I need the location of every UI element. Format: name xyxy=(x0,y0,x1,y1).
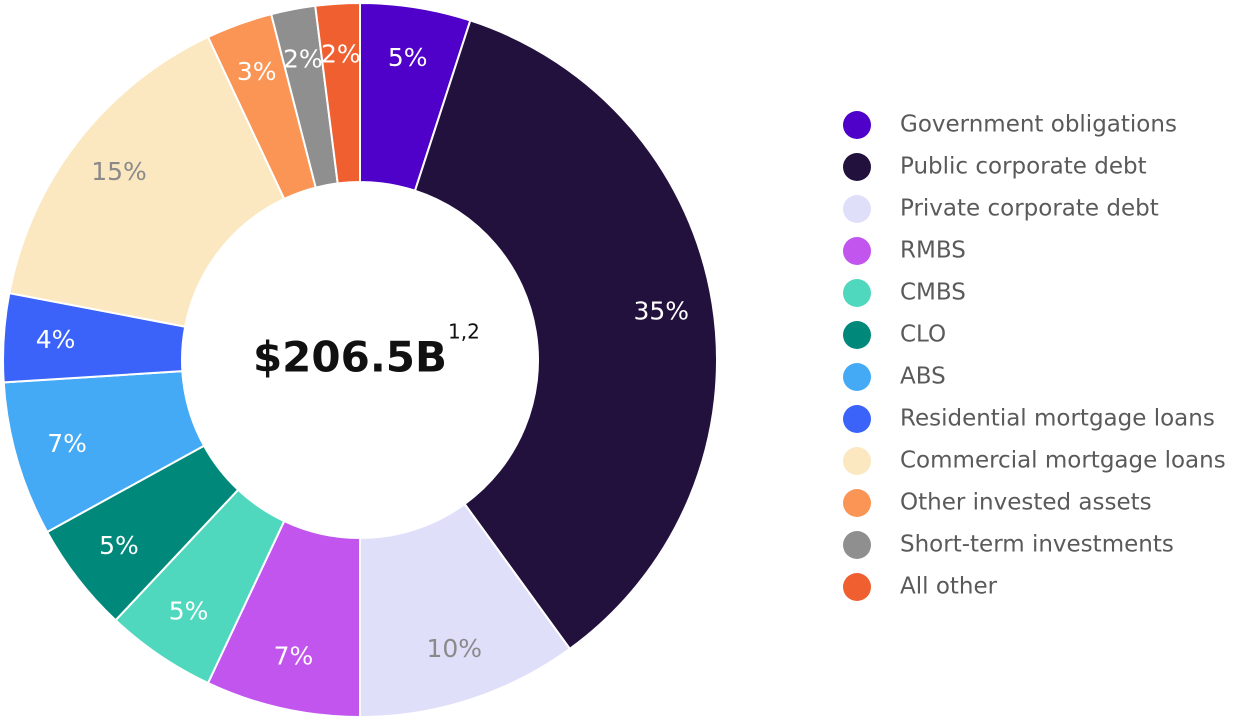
legend-label: Commercial mortgage loans xyxy=(900,448,1226,474)
legend-label: ABS xyxy=(900,364,946,390)
slice-label: 2% xyxy=(283,44,323,73)
slice-label: 35% xyxy=(633,296,689,325)
slice-label: 3% xyxy=(237,57,277,86)
legend-swatch xyxy=(843,363,871,391)
legend-label: Other invested assets xyxy=(900,490,1152,516)
center-label: $206.5B xyxy=(253,333,447,382)
legend-label: CLO xyxy=(900,322,946,348)
legend-swatch xyxy=(843,447,871,475)
legend-swatch xyxy=(843,573,871,601)
legend-swatch xyxy=(843,321,871,349)
legend-label: Short-term investments xyxy=(900,532,1174,558)
center-note: 1,2 xyxy=(448,320,480,344)
legend-swatch xyxy=(843,195,871,223)
legend-swatch xyxy=(843,279,871,307)
legend-swatch xyxy=(843,489,871,517)
legend-label: Public corporate debt xyxy=(900,154,1147,180)
legend-swatch xyxy=(843,111,871,139)
legend-label: All other xyxy=(900,574,998,600)
legend-swatch xyxy=(843,237,871,265)
slice xyxy=(314,1,361,185)
legend-swatch xyxy=(843,153,871,181)
legend-swatch xyxy=(843,531,871,559)
legend-label: Residential mortgage loans xyxy=(900,406,1215,432)
legend-label: CMBS xyxy=(900,280,966,306)
slice-label: 7% xyxy=(47,429,87,458)
slice-label: 5% xyxy=(388,43,428,72)
slice-label: 10% xyxy=(426,634,482,663)
legend-label: Private corporate debt xyxy=(900,196,1159,222)
slice-label: 5% xyxy=(169,596,209,625)
slice-label: 7% xyxy=(274,642,314,671)
slice-label: 15% xyxy=(91,157,147,186)
legend-swatch xyxy=(843,405,871,433)
slice-label: 2% xyxy=(321,40,361,69)
slice xyxy=(8,35,286,328)
slice-label: 4% xyxy=(36,325,76,354)
slice-label: 5% xyxy=(99,531,139,560)
legend-label: Government obligations xyxy=(900,112,1177,138)
slice xyxy=(413,19,718,651)
legend-label: RMBS xyxy=(900,238,966,264)
